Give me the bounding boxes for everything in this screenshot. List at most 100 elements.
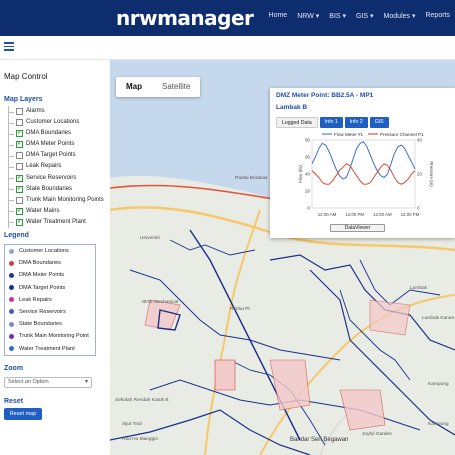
layer-item[interactable]: Alarms [4,106,108,118]
layer-item[interactable]: Customer Locations [4,117,108,129]
nav-bis[interactable]: BIS ▾ [329,13,347,20]
layer-label: DMA Target Points [26,152,76,159]
legend-swatch-icon [9,333,14,339]
layer-label: Service Reservoirs [26,174,77,181]
legend-label-flow: Flow Meter #1 [334,132,364,137]
y-tick-left: 60 [305,155,310,160]
zoom-heading: Zoom [4,365,24,372]
legend-item: State Boundaries [5,318,95,330]
layer-item[interactable]: ✓ Water Mains [4,205,108,218]
layer-checkbox[interactable] [16,119,23,127]
legend-box: Customer Locations DMA Boundaries DMA Mete… [4,244,96,356]
map-label: Rimba Pt [230,307,250,312]
layer-item[interactable]: DMA Target Points [4,150,108,162]
legend-item: Service Reservoirs [5,306,95,318]
layer-label: DMA Boundaries [26,130,72,137]
map-type-satellite[interactable]: Satellite [162,82,191,91]
popup-subtitle: Lambak B [276,104,308,111]
layer-item[interactable]: ✓ DMA Meter Points [4,139,108,151]
layer-label: Trunk Main Monitoring Points [26,196,104,203]
layer-checkbox[interactable]: ✓ [16,174,23,182]
layer-label: Customer Locations [26,119,80,126]
reset-map-button[interactable]: Reset map [4,408,42,420]
legend-item: Leak Repairs [5,294,95,306]
tab-info-1[interactable]: Info 1 [319,117,343,128]
popup-title: DMZ Meter Point: BB2.5A - MP1 [276,92,374,99]
legend-swatch-icon [9,309,14,315]
popup-tabs: Logged Data Info 1 Info 2 GIS [276,117,389,128]
map-label: Kampong [428,422,449,427]
nav-reports[interactable]: Reports [425,12,450,19]
legend-item: Customer Locations [5,245,95,257]
legend-swatch-icon [9,346,14,351]
layer-checkbox[interactable]: ✓ [16,218,23,226]
map-label: Lambak [410,286,428,291]
map-label: Lambak Kanan [422,316,455,321]
y-tick-left: 20 [305,189,310,194]
layer-item[interactable]: ✓ State Boundaries [4,183,108,195]
layer-checkbox[interactable] [16,108,23,115]
layer-checkbox[interactable]: ✓ [16,185,23,193]
tab-info-2[interactable]: Info 2 [344,117,368,128]
legend-label: Leak Repairs [19,296,52,303]
layer-item[interactable]: ✓ Water Treatment Plant [4,216,108,229]
layer-label: Water Mains [26,207,60,214]
legend-label-pressure: Pressure Channel P1 [380,132,424,137]
tab-gis[interactable]: GIS [369,117,389,128]
map-label: Kampung [428,382,449,387]
layer-checkbox[interactable]: ✓ [16,130,23,138]
top-nav-bar: nrwmanager Home NRW ▾ BIS ▾ GIS ▾ Module… [0,0,455,36]
legend-swatch-icon [9,297,14,303]
legend-item: DMA Boundaries [5,257,95,269]
map-layers-heading: Map Layers [4,96,43,103]
legend-label: Water Treatment Plant [19,345,75,352]
zoom-select[interactable]: Select an Option [4,377,92,388]
nav-gis[interactable]: GIS ▾ [356,13,374,20]
y-tick-right: 40 [417,138,422,143]
reset-heading: Reset [4,398,24,405]
layer-checkbox[interactable] [16,196,23,204]
series-line [311,141,416,180]
legend-item: Trunk Main Monitoring Point [5,330,95,342]
tab-logged-data[interactable]: Logged Data [276,117,318,128]
layer-checkbox[interactable] [16,163,23,171]
sub-bar [0,36,455,60]
dataviewer-button[interactable]: DataViewer [330,224,385,232]
legend-label: Customer Locations [19,248,69,254]
map-label: Pantai Berakas [235,176,268,181]
legend-label: Trunk Main Monitoring Point [19,333,89,340]
x-tick: 12:00 PM [401,212,420,217]
meter-point-popup: DMZ Meter Point: BB2.5A - MP1 Lambak B L… [270,88,455,238]
layer-checkbox[interactable]: ✓ [16,141,23,149]
map-background [110,175,455,455]
legend-heading: Legend [4,232,29,239]
map-canvas[interactable]: Pantai Berakas IBTE Mechanical Rimba Pt … [110,60,455,455]
layer-label: State Boundaries [26,185,73,192]
legend-label: State Boundaries [19,321,62,328]
x-tick: 12:00 AM [373,212,392,217]
legend-swatch-icon [9,248,14,254]
y-tick-left: 40 [305,172,310,177]
layer-checkbox[interactable] [16,152,23,160]
hamburger-menu-icon[interactable] [4,42,14,51]
brand-logo[interactable]: nrwmanager [116,6,254,30]
legend-swatch-icon [9,285,14,291]
nav-home[interactable]: Home [268,12,288,19]
logged-data-chart: Flow Meter #1 Pressure Channel P1 0 20 40 60 8… [298,132,434,217]
map-type-map[interactable]: Map [126,82,142,91]
y-tick-right: 20 [417,172,422,177]
map-label: Bandar Seri Begawan [290,437,349,443]
layer-label: Leak Repairs [26,163,62,170]
layer-item[interactable]: Trunk Main Monitoring Points [4,194,108,206]
layer-item[interactable]: ✓ DMA Boundaries [4,128,108,140]
map-label: Joyful Garden [362,432,392,437]
layer-item[interactable]: ✓ Service Reservoirs [4,172,108,184]
nav-modules[interactable]: Modules ▾ [383,13,416,20]
layer-label: DMA Meter Points [26,141,75,148]
layer-item[interactable]: Leak Repairs [4,161,108,173]
legend-label: DMA Boundaries [19,260,61,267]
map-label: Hua Ho Manggis [122,437,158,442]
nav-nrw[interactable]: NRW ▾ [297,13,320,20]
legend-item: DMA Target Points [5,282,95,294]
layer-checkbox[interactable]: ✓ [16,207,23,215]
